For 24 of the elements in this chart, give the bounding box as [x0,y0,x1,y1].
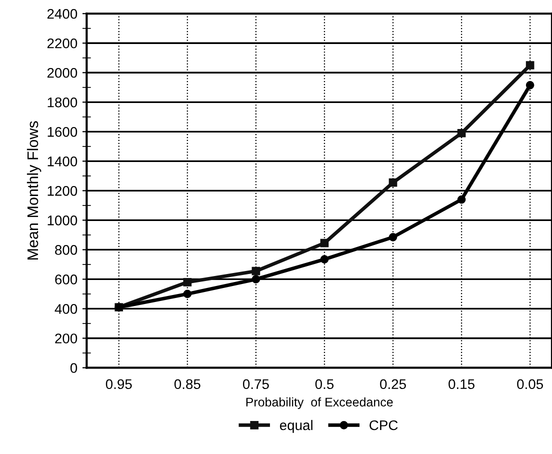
x-tick-label: 0.15 [448,379,474,390]
x-tick-label: 0.5 [315,379,334,390]
legend-label: equal [280,420,312,433]
y-tick-label: 1400 [48,156,78,166]
x-tick-label: 0.25 [380,379,406,390]
y-tick-label: 2000 [47,68,78,78]
x-tick-label: 0.75 [242,379,269,390]
x-tick-label: 0.05 [517,379,544,390]
y-tick-label: 0 [70,363,78,373]
y-tick-label: 1600 [48,126,78,137]
y-tick-label: 600 [55,274,78,284]
y-tick-label: 400 [54,304,78,314]
y-tick-label: 1200 [48,186,78,196]
x-tick-label: 0.85 [174,379,200,390]
y-axis-title: Mean Monthly Flows [26,121,42,260]
legend-label: CPC [370,420,398,430]
y-tick-label: 200 [55,334,78,344]
y-tick-label: 2200 [47,38,78,48]
x-axis-title: Probability of Exceedance [246,397,393,410]
y-tick-label: 1000 [48,216,78,226]
y-tick-label: 800 [55,245,78,255]
y-tick-label: 2400 [47,8,78,19]
x-tick-label: 0.95 [106,379,132,390]
y-tick-label: 1800 [48,97,78,108]
